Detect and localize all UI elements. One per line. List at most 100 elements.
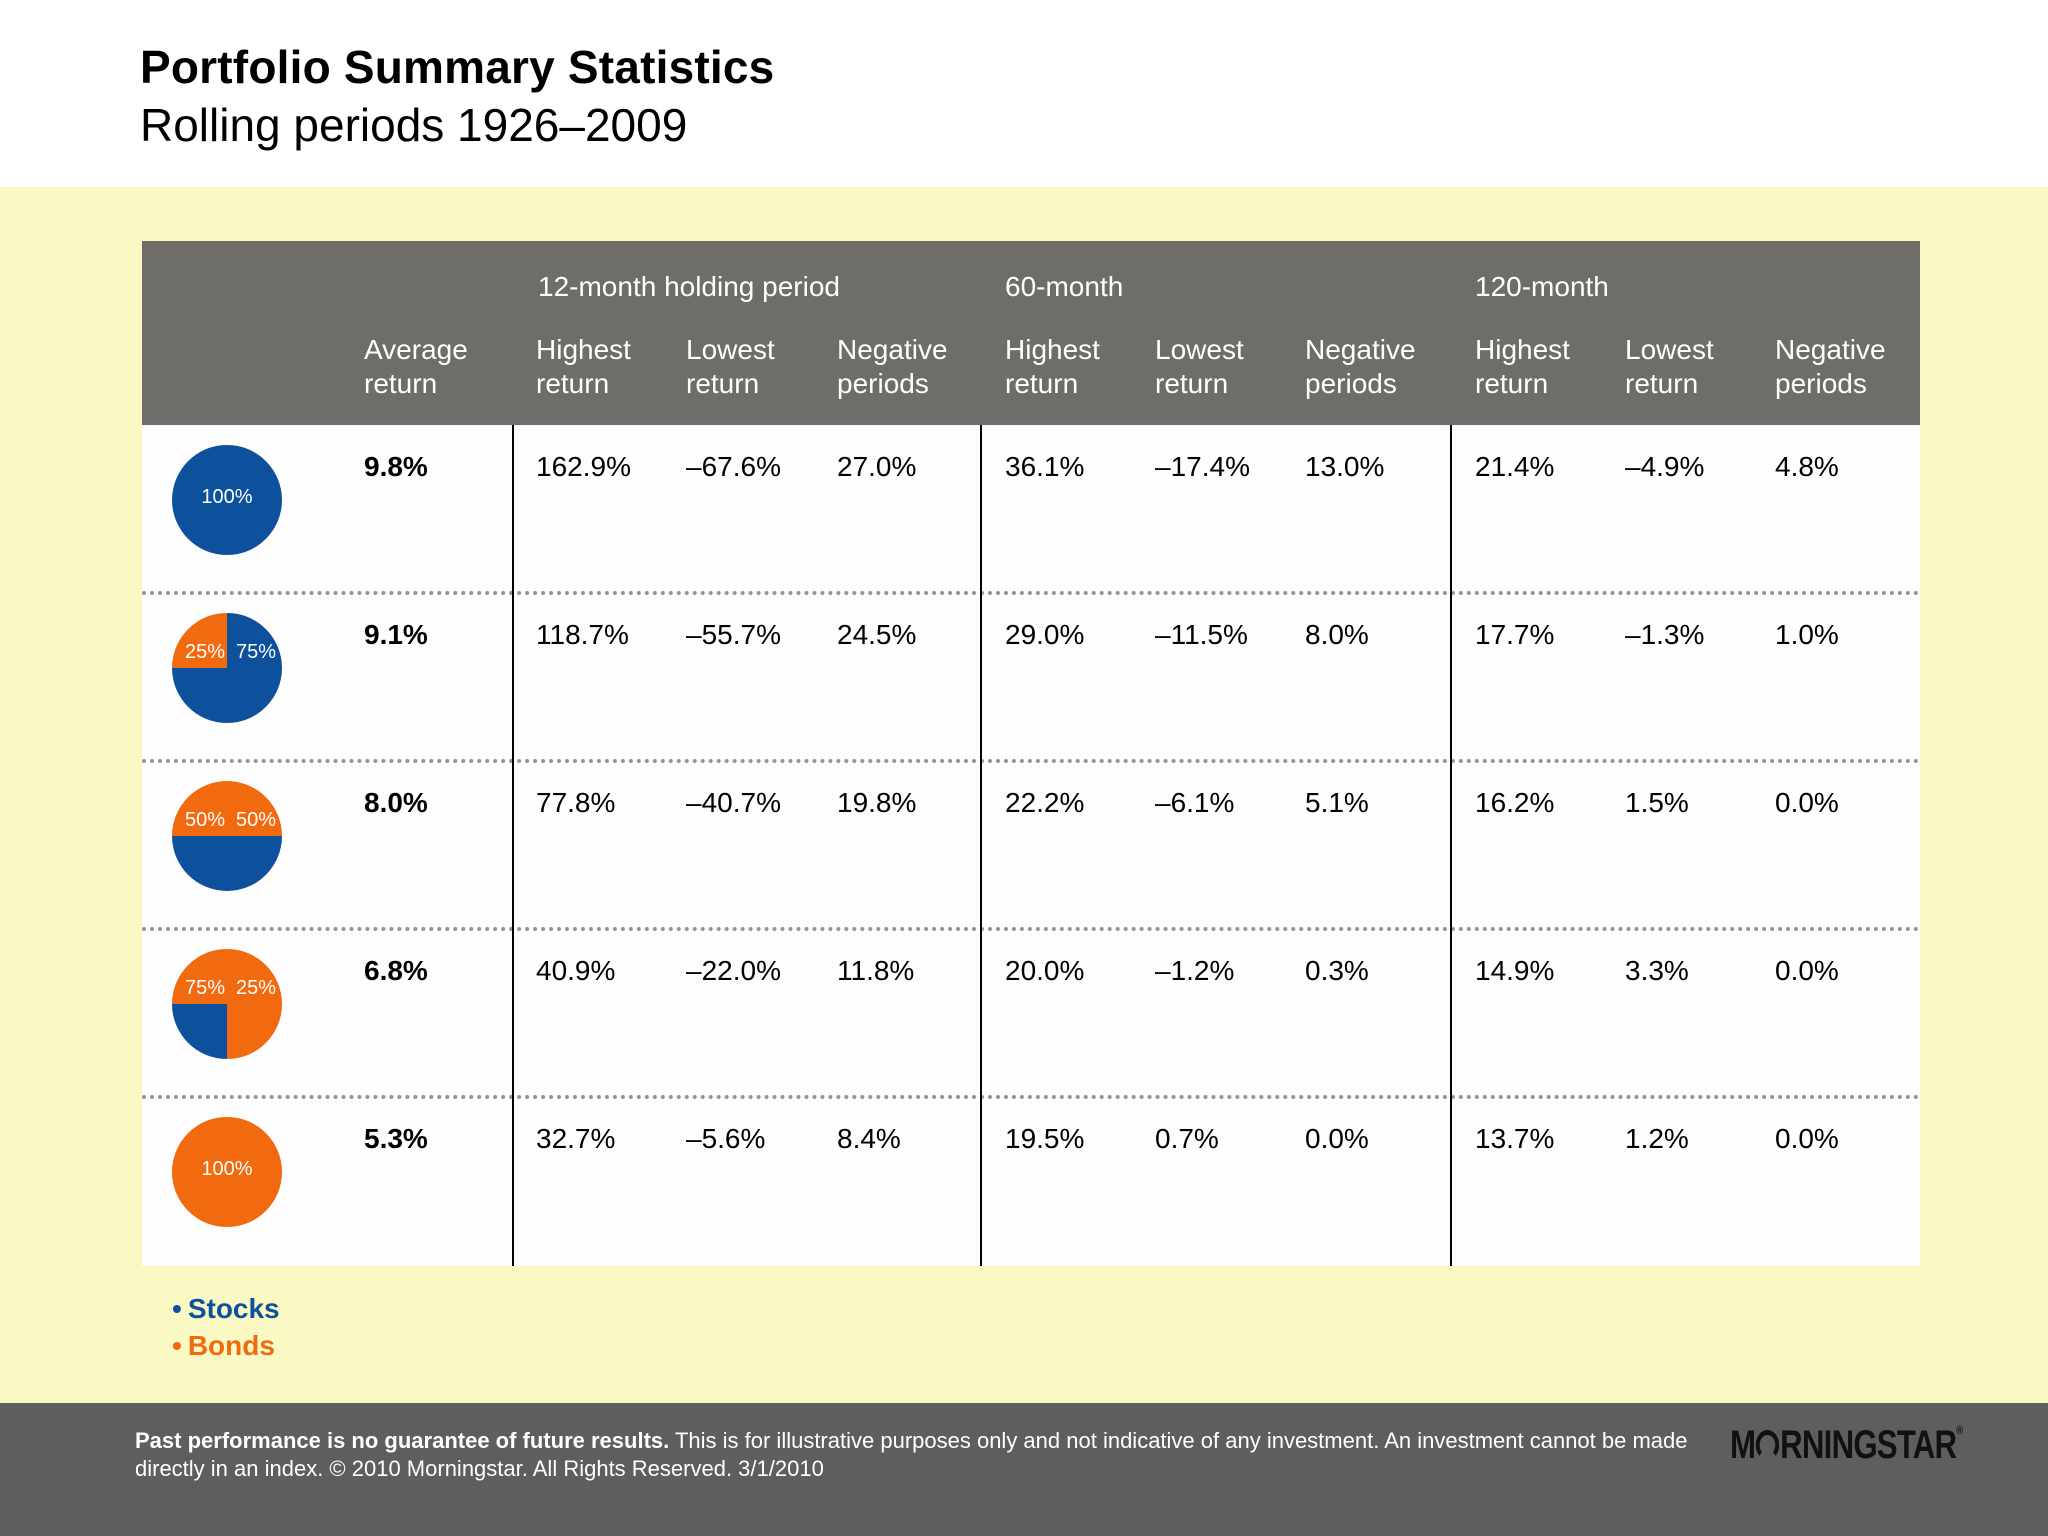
- cell-120m-lowest: –4.9%: [1625, 451, 1705, 482]
- pie-label: 50%: [236, 809, 276, 831]
- cell-60m-lowest: 0.7%: [1155, 1123, 1219, 1154]
- column-header-60m-negative: Negative periods: [1305, 333, 1455, 401]
- allocation-pie: 100%: [172, 1117, 282, 1227]
- cell-60m-highest: 29.0%: [1005, 619, 1085, 650]
- column-header-line: periods: [1775, 368, 1867, 399]
- pie-slice-stocks: [172, 836, 282, 891]
- cell-12m-highest: 77.8%: [536, 787, 616, 818]
- column-header-line: return: [1625, 368, 1699, 399]
- cell-60m-negative: 5.1%: [1305, 787, 1369, 818]
- pie-slice-bonds: [172, 781, 282, 836]
- cell-120m-highest: 21.4%: [1475, 451, 1555, 482]
- cell-60m-highest: 20.0%: [1005, 955, 1085, 986]
- column-header-line: Highest: [1005, 334, 1100, 365]
- legend-stocks: • Stocks: [172, 1290, 280, 1327]
- cell-12m-lowest: –5.6%: [686, 1123, 766, 1154]
- cell-120m-lowest: 1.2%: [1625, 1123, 1689, 1154]
- pie-slice-stocks: [172, 613, 282, 723]
- pie-label: 75%: [236, 641, 276, 663]
- disclaimer-bold: Past performance is no guarantee of futu…: [135, 1428, 670, 1453]
- bonds-bullet-icon: •: [172, 1330, 182, 1361]
- cell-12m-highest: 32.7%: [536, 1123, 616, 1154]
- page-subtitle: Rolling periods 1926–2009: [140, 99, 688, 151]
- footer: Past performance is no guarantee of futu…: [0, 1403, 2048, 1536]
- row-separator: [142, 927, 1920, 931]
- pie-slice-bonds: [172, 1117, 282, 1227]
- cell-12m-negative: 11.8%: [837, 955, 915, 986]
- cell-12m-highest: 162.9%: [536, 451, 631, 482]
- column-header-line: Negative: [1305, 334, 1416, 365]
- cell-120m-negative: 4.8%: [1775, 451, 1839, 482]
- cell-12m-lowest: –55.7%: [686, 619, 781, 650]
- cell-60m-highest: 36.1%: [1005, 451, 1085, 482]
- column-header-line: return: [536, 368, 610, 399]
- cell-12m-highest: 118.7%: [536, 619, 629, 650]
- pie-label: 25%: [185, 641, 225, 663]
- divider-12-month: [512, 425, 514, 1266]
- pie-label: 100%: [201, 486, 252, 508]
- cell-12m-lowest: –67.6%: [686, 451, 781, 482]
- pie-label: 100%: [201, 1158, 252, 1180]
- pie-label: 25%: [236, 977, 276, 999]
- column-header-line: Negative: [837, 334, 948, 365]
- cell-120m-negative: 0.0%: [1775, 787, 1839, 818]
- divider-120-month: [1450, 425, 1452, 1266]
- cell-60m-highest: 19.5%: [1005, 1123, 1085, 1154]
- cell-60m-negative: 8.0%: [1305, 619, 1369, 650]
- column-header-12m-negative: Negative periods: [837, 333, 987, 401]
- table-row: 100% 9.8% 162.9% –67.6% 27.0% 36.1% –17.4% 13.0…: [142, 425, 1920, 593]
- cell-120m-highest: 14.9%: [1475, 955, 1555, 986]
- column-header-line: Highest: [1475, 334, 1570, 365]
- column-header-line: Highest: [536, 334, 631, 365]
- column-header-line: Lowest: [1155, 334, 1244, 365]
- cell-120m-negative: 0.0%: [1775, 955, 1839, 986]
- column-header-120m-negative: Negative periods: [1775, 333, 1925, 401]
- column-header-12m-lowest: Lowest return: [686, 333, 836, 401]
- column-header-12m-highest: Highest return: [536, 333, 686, 401]
- cell-12m-negative: 8.4%: [837, 1123, 901, 1154]
- cell-60m-lowest: –6.1%: [1155, 787, 1235, 818]
- page-title: Portfolio Summary Statistics: [140, 41, 775, 93]
- cell-60m-negative: 0.3%: [1305, 955, 1369, 986]
- legend: • Stocks • Bonds: [172, 1290, 280, 1364]
- column-header-line: Average: [364, 334, 468, 365]
- column-header-line: Negative: [1775, 334, 1886, 365]
- pie-label: 75%: [185, 977, 225, 999]
- table-header: 12-month holding period 60-month 120-mon…: [142, 241, 1920, 425]
- group-header-120-month: 120-month: [1475, 271, 1609, 302]
- summary-table: 12-month holding period 60-month 120-mon…: [142, 241, 1920, 1266]
- cell-120m-lowest: 1.5%: [1625, 787, 1689, 818]
- cell-average-return: 5.3%: [364, 1123, 428, 1154]
- cell-12m-highest: 40.9%: [536, 955, 616, 986]
- disclaimer: Past performance is no guarantee of futu…: [135, 1427, 1695, 1483]
- legend-stocks-label: Stocks: [187, 1293, 280, 1324]
- legend-bonds-label: Bonds: [187, 1330, 275, 1361]
- column-header-60m-highest: Highest return: [1005, 333, 1155, 401]
- morningstar-logo: M RNINGSTAR®: [1730, 1423, 1963, 1467]
- cell-120m-negative: 0.0%: [1775, 1123, 1839, 1154]
- group-header-60-month: 60-month: [1005, 271, 1124, 302]
- cell-120m-lowest: –1.3%: [1625, 619, 1705, 650]
- pie-label: 50%: [185, 809, 225, 831]
- divider-60-month: [980, 425, 982, 1266]
- logo-sun-icon: [1755, 1430, 1780, 1460]
- column-header-line: return: [364, 368, 438, 399]
- allocation-pie: 100%: [172, 445, 282, 555]
- cell-average-return: 8.0%: [364, 787, 428, 818]
- cell-12m-negative: 19.8%: [837, 787, 917, 818]
- column-header-line: periods: [1305, 368, 1397, 399]
- legend-bonds: • Bonds: [172, 1327, 280, 1364]
- cell-60m-lowest: –11.5%: [1155, 619, 1248, 650]
- row-separator: [142, 759, 1920, 763]
- cell-60m-negative: 13.0%: [1305, 451, 1385, 482]
- cell-average-return: 9.1%: [364, 619, 428, 650]
- row-separator: [142, 1095, 1920, 1099]
- column-header-average-return: Average return: [364, 333, 514, 401]
- cell-120m-highest: 16.2%: [1475, 787, 1555, 818]
- column-header-120m-lowest: Lowest return: [1625, 333, 1775, 401]
- column-header-120m-highest: Highest return: [1475, 333, 1625, 401]
- pie-slice-bonds: [172, 613, 227, 668]
- cell-120m-negative: 1.0%: [1775, 619, 1839, 650]
- column-header-line: return: [686, 368, 760, 399]
- table-body: 100% 9.8% 162.9% –67.6% 27.0% 36.1% –17.4% 13.0…: [142, 425, 1920, 1266]
